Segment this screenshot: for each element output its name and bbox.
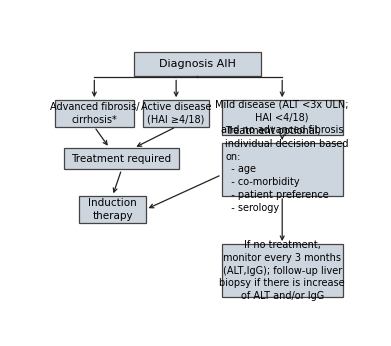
FancyBboxPatch shape xyxy=(79,196,146,223)
FancyBboxPatch shape xyxy=(134,52,261,76)
Text: Treatment optional,
individual decision based
on:
  - age
  - co-morbidity
  - p: Treatment optional, individual decision … xyxy=(225,126,349,213)
Text: Advanced fibrosis/
cirrhosis*: Advanced fibrosis/ cirrhosis* xyxy=(50,102,139,125)
FancyBboxPatch shape xyxy=(222,244,343,297)
Text: If no treatment,
monitor every 3 months
(ALT,IgG); follow-up liver
biopsy if the: If no treatment, monitor every 3 months … xyxy=(219,240,345,301)
FancyBboxPatch shape xyxy=(55,100,134,127)
Text: Treatment required: Treatment required xyxy=(72,154,172,164)
FancyBboxPatch shape xyxy=(222,143,343,196)
Text: Induction
therapy: Induction therapy xyxy=(88,198,137,221)
FancyBboxPatch shape xyxy=(143,100,210,127)
Text: Diagnosis AIH: Diagnosis AIH xyxy=(159,59,236,69)
FancyBboxPatch shape xyxy=(222,100,343,135)
Text: Active disease
(HAI ≥4/18): Active disease (HAI ≥4/18) xyxy=(141,102,212,125)
Text: Mild disease (ALT <3x ULN;
HAI <4/18)
and no advanced fibrosis: Mild disease (ALT <3x ULN; HAI <4/18) an… xyxy=(215,100,349,135)
FancyBboxPatch shape xyxy=(64,148,179,170)
